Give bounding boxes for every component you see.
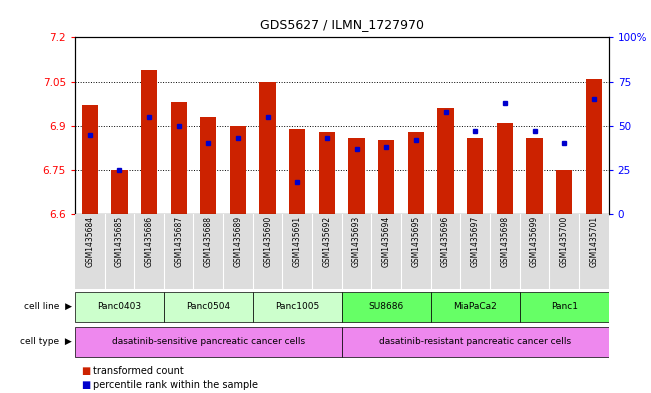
Text: GSM1435697: GSM1435697: [471, 216, 480, 267]
Bar: [401, 214, 431, 289]
Bar: [200, 117, 217, 214]
Text: GSM1435695: GSM1435695: [411, 216, 421, 267]
Text: GSM1435684: GSM1435684: [85, 216, 94, 267]
Text: GSM1435696: GSM1435696: [441, 216, 450, 267]
Text: ■: ■: [81, 380, 90, 390]
Bar: [283, 214, 312, 289]
Bar: [75, 327, 342, 357]
Text: GSM1435699: GSM1435699: [530, 216, 539, 267]
Text: GSM1435693: GSM1435693: [352, 216, 361, 267]
Text: percentile rank within the sample: percentile rank within the sample: [93, 380, 258, 390]
Bar: [312, 214, 342, 289]
Text: GSM1435686: GSM1435686: [145, 216, 154, 267]
Text: GSM1435701: GSM1435701: [589, 216, 598, 267]
Bar: [253, 292, 342, 321]
Text: transformed count: transformed count: [93, 366, 184, 376]
Text: GSM1435700: GSM1435700: [560, 216, 569, 267]
Bar: [519, 292, 609, 321]
Bar: [260, 82, 276, 214]
Text: GSM1435691: GSM1435691: [293, 216, 302, 267]
Bar: [467, 138, 484, 214]
Text: Panc1005: Panc1005: [275, 302, 320, 311]
Bar: [342, 292, 431, 321]
Text: GSM1435685: GSM1435685: [115, 216, 124, 267]
Text: ■: ■: [81, 366, 90, 376]
Bar: [549, 214, 579, 289]
Text: GSM1435688: GSM1435688: [204, 216, 213, 267]
Bar: [141, 70, 157, 214]
Bar: [223, 214, 253, 289]
Bar: [579, 214, 609, 289]
Bar: [348, 138, 365, 214]
Text: SU8686: SU8686: [368, 302, 404, 311]
Bar: [372, 214, 401, 289]
Text: Panc0403: Panc0403: [97, 302, 141, 311]
Bar: [342, 214, 372, 289]
Text: GDS5627 / ILMN_1727970: GDS5627 / ILMN_1727970: [260, 18, 424, 31]
Bar: [431, 214, 460, 289]
Bar: [460, 214, 490, 289]
Text: dasatinib-sensitive pancreatic cancer cells: dasatinib-sensitive pancreatic cancer ce…: [112, 338, 305, 346]
Bar: [519, 214, 549, 289]
Bar: [81, 105, 98, 214]
Text: GSM1435692: GSM1435692: [322, 216, 331, 267]
Bar: [171, 102, 187, 214]
Bar: [193, 214, 223, 289]
Bar: [253, 214, 283, 289]
Bar: [556, 170, 572, 214]
Text: GSM1435694: GSM1435694: [381, 216, 391, 267]
Text: cell type  ▶: cell type ▶: [20, 338, 72, 346]
Bar: [289, 129, 305, 214]
Bar: [497, 123, 513, 214]
Bar: [134, 214, 164, 289]
Text: GSM1435689: GSM1435689: [234, 216, 242, 267]
Bar: [586, 79, 602, 214]
Bar: [490, 214, 519, 289]
Bar: [75, 292, 164, 321]
Bar: [431, 292, 519, 321]
Text: GSM1435687: GSM1435687: [174, 216, 183, 267]
Text: GSM1435690: GSM1435690: [263, 216, 272, 267]
Bar: [378, 140, 395, 214]
Text: cell line  ▶: cell line ▶: [23, 302, 72, 311]
Bar: [164, 214, 193, 289]
Text: Panc0504: Panc0504: [186, 302, 230, 311]
Bar: [105, 214, 134, 289]
Text: dasatinib-resistant pancreatic cancer cells: dasatinib-resistant pancreatic cancer ce…: [379, 338, 572, 346]
Text: MiaPaCa2: MiaPaCa2: [453, 302, 497, 311]
Bar: [408, 132, 424, 214]
Bar: [437, 108, 454, 214]
Bar: [230, 126, 246, 214]
Bar: [319, 132, 335, 214]
Bar: [111, 170, 128, 214]
Bar: [342, 327, 609, 357]
Text: GSM1435698: GSM1435698: [501, 216, 509, 267]
Bar: [164, 292, 253, 321]
Text: Panc1: Panc1: [551, 302, 577, 311]
Bar: [75, 214, 105, 289]
Bar: [527, 138, 543, 214]
